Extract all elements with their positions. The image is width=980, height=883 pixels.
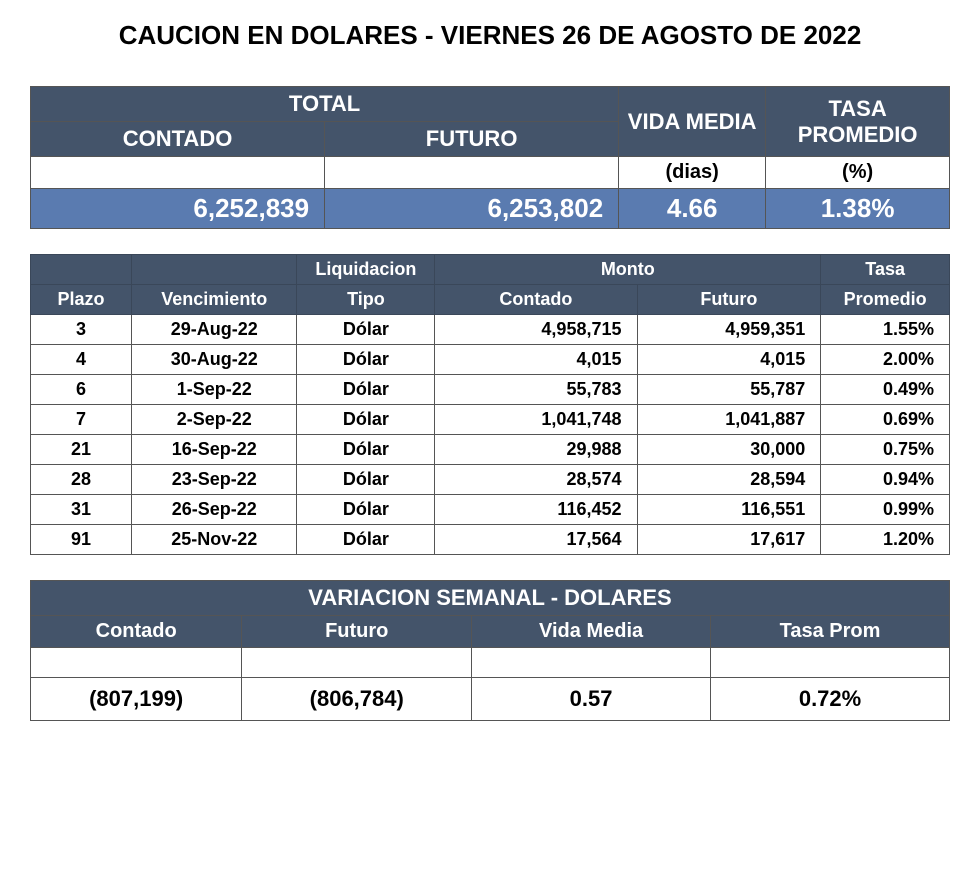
cell-contado: 17,564 <box>435 525 637 555</box>
variation-table: VARIACION SEMANAL - DOLARES Contado Futu… <box>30 580 950 721</box>
cell-vencimiento: 23-Sep-22 <box>132 465 297 495</box>
cell-tasa: 0.49% <box>821 375 950 405</box>
cell-tasa: 1.55% <box>821 315 950 345</box>
detail-head-futuro: Futuro <box>637 285 821 315</box>
unit-dias: (dias) <box>619 157 766 189</box>
variation-value-futuro: (806,784) <box>242 678 472 721</box>
variation-head-vida-media: Vida Media <box>472 616 711 648</box>
cell-plazo: 31 <box>31 495 132 525</box>
cell-tipo: Dólar <box>297 375 435 405</box>
detail-head-promedio: Promedio <box>821 285 950 315</box>
page-title: CAUCION EN DOLARES - VIERNES 26 DE AGOST… <box>30 20 950 51</box>
cell-contado: 55,783 <box>435 375 637 405</box>
cell-futuro: 4,959,351 <box>637 315 821 345</box>
cell-futuro: 4,015 <box>637 345 821 375</box>
variation-value-vida-media: 0.57 <box>472 678 711 721</box>
blank-cell <box>242 648 472 678</box>
cell-tipo: Dólar <box>297 315 435 345</box>
cell-contado: 28,574 <box>435 465 637 495</box>
table-row: 9125-Nov-22Dólar17,56417,6171.20% <box>31 525 950 555</box>
cell-vencimiento: 25-Nov-22 <box>132 525 297 555</box>
unit-pct: (%) <box>766 157 950 189</box>
blank-cell <box>711 648 950 678</box>
table-row: 2823-Sep-22Dólar28,57428,5940.94% <box>31 465 950 495</box>
variation-head-tasa-prom: Tasa Prom <box>711 616 950 648</box>
cell-contado: 4,015 <box>435 345 637 375</box>
value-contado: 6,252,839 <box>31 189 325 229</box>
cell-tipo: Dólar <box>297 495 435 525</box>
blank-cell <box>31 157 325 189</box>
cell-vencimiento: 16-Sep-22 <box>132 435 297 465</box>
table-row: 329-Aug-22Dólar4,958,7154,959,3511.55% <box>31 315 950 345</box>
cell-futuro: 55,787 <box>637 375 821 405</box>
table-row: 3126-Sep-22Dólar116,452116,5510.99% <box>31 495 950 525</box>
variation-value-contado: (807,199) <box>31 678 242 721</box>
cell-vencimiento: 30-Aug-22 <box>132 345 297 375</box>
cell-tasa: 0.94% <box>821 465 950 495</box>
header-futuro: FUTURO <box>325 122 619 157</box>
cell-tasa: 2.00% <box>821 345 950 375</box>
cell-vencimiento: 1-Sep-22 <box>132 375 297 405</box>
blank-cell <box>31 648 242 678</box>
cell-plazo: 3 <box>31 315 132 345</box>
detail-head-tipo: Tipo <box>297 285 435 315</box>
detail-head-vencimiento: Vencimiento <box>132 285 297 315</box>
cell-tasa: 1.20% <box>821 525 950 555</box>
cell-contado: 29,988 <box>435 435 637 465</box>
cell-contado: 1,041,748 <box>435 405 637 435</box>
blank-cell <box>472 648 711 678</box>
cell-vencimiento: 2-Sep-22 <box>132 405 297 435</box>
cell-vencimiento: 29-Aug-22 <box>132 315 297 345</box>
cell-plazo: 7 <box>31 405 132 435</box>
detail-head-liquidacion: Liquidacion <box>297 255 435 285</box>
cell-tipo: Dólar <box>297 525 435 555</box>
cell-plazo: 4 <box>31 345 132 375</box>
variation-head-futuro: Futuro <box>242 616 472 648</box>
variation-head-contado: Contado <box>31 616 242 648</box>
cell-tipo: Dólar <box>297 465 435 495</box>
cell-plazo: 91 <box>31 525 132 555</box>
cell-futuro: 1,041,887 <box>637 405 821 435</box>
cell-contado: 116,452 <box>435 495 637 525</box>
value-vida-media: 4.66 <box>619 189 766 229</box>
cell-tasa: 0.75% <box>821 435 950 465</box>
value-tasa-promedio: 1.38% <box>766 189 950 229</box>
header-contado: CONTADO <box>31 122 325 157</box>
header-tasa-promedio: TASA PROMEDIO <box>766 87 950 157</box>
cell-contado: 4,958,715 <box>435 315 637 345</box>
cell-vencimiento: 26-Sep-22 <box>132 495 297 525</box>
cell-plazo: 6 <box>31 375 132 405</box>
cell-tasa: 0.69% <box>821 405 950 435</box>
detail-empty <box>31 255 132 285</box>
header-vida-media: VIDA MEDIA <box>619 87 766 157</box>
variation-title: VARIACION SEMANAL - DOLARES <box>31 581 950 616</box>
detail-head-contado: Contado <box>435 285 637 315</box>
detail-head-tasa: Tasa <box>821 255 950 285</box>
cell-tipo: Dólar <box>297 435 435 465</box>
table-row: 61-Sep-22Dólar55,78355,7870.49% <box>31 375 950 405</box>
cell-plazo: 21 <box>31 435 132 465</box>
cell-futuro: 28,594 <box>637 465 821 495</box>
variation-value-tasa-prom: 0.72% <box>711 678 950 721</box>
table-row: 2116-Sep-22Dólar29,98830,0000.75% <box>31 435 950 465</box>
summary-table: TOTAL VIDA MEDIA TASA PROMEDIO CONTADO F… <box>30 86 950 229</box>
value-futuro: 6,253,802 <box>325 189 619 229</box>
detail-head-monto: Monto <box>435 255 821 285</box>
cell-plazo: 28 <box>31 465 132 495</box>
detail-table: Liquidacion Monto Tasa Plazo Vencimiento… <box>30 254 950 555</box>
cell-tipo: Dólar <box>297 405 435 435</box>
detail-head-plazo: Plazo <box>31 285 132 315</box>
cell-futuro: 17,617 <box>637 525 821 555</box>
table-row: 72-Sep-22Dólar1,041,7481,041,8870.69% <box>31 405 950 435</box>
cell-tipo: Dólar <box>297 345 435 375</box>
detail-empty <box>132 255 297 285</box>
cell-futuro: 30,000 <box>637 435 821 465</box>
header-total: TOTAL <box>31 87 619 122</box>
blank-cell <box>325 157 619 189</box>
cell-tasa: 0.99% <box>821 495 950 525</box>
table-row: 430-Aug-22Dólar4,0154,0152.00% <box>31 345 950 375</box>
cell-futuro: 116,551 <box>637 495 821 525</box>
